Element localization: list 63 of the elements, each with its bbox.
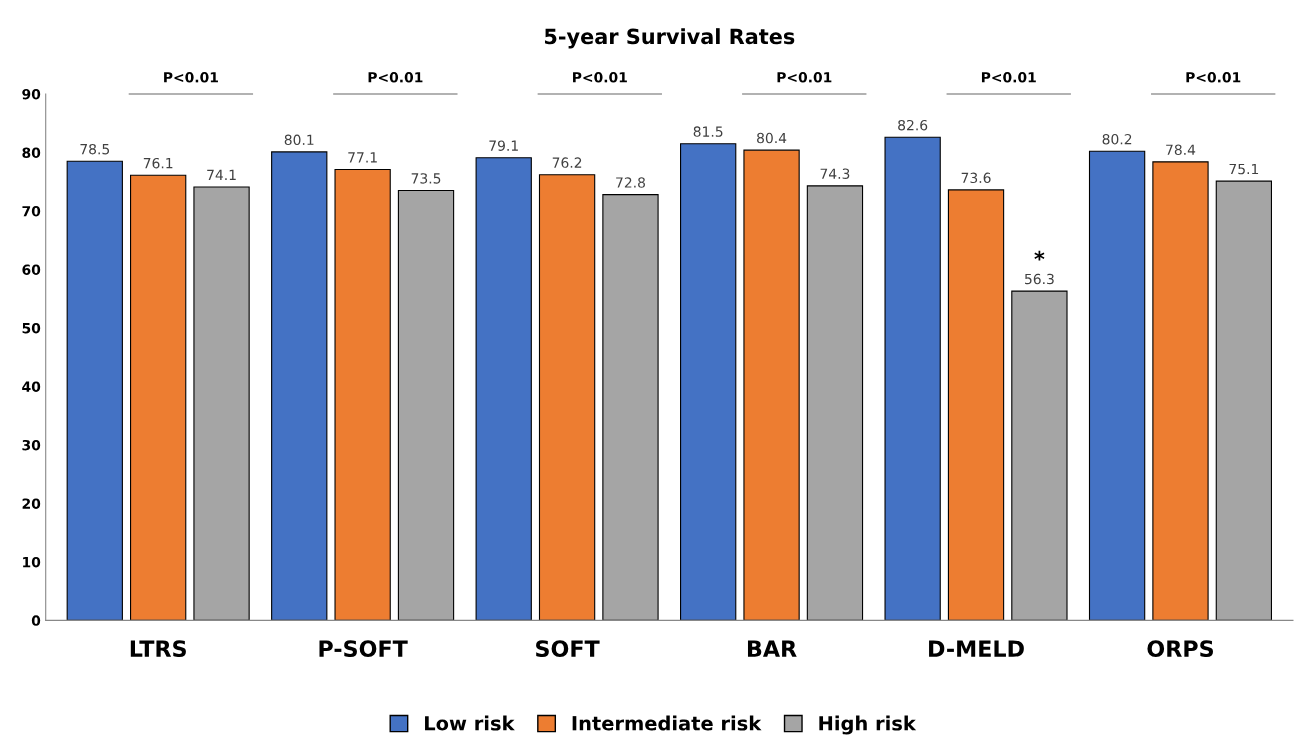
bar — [947, 189, 1005, 621]
data-label: 76.2 — [552, 157, 582, 168]
data-label: 82.6 — [898, 119, 928, 131]
text: P<0.01 — [368, 72, 423, 83]
data-label: 78.4 — [1166, 144, 1196, 155]
bar — [884, 136, 941, 621]
text: P<0.01 — [1186, 72, 1241, 83]
bar — [397, 189, 455, 621]
bar — [334, 168, 391, 621]
x-tick-label: P-SOFT — [319, 640, 408, 658]
data-label: 56.3 — [1025, 273, 1054, 285]
x-tick-label: BAR — [747, 640, 797, 657]
data-label: 77.1 — [348, 152, 377, 163]
data-label: 74.1 — [207, 169, 236, 180]
y-tick-label: 20 — [22, 498, 41, 509]
bar — [271, 151, 328, 621]
bar — [130, 174, 187, 621]
data-label: 73.6 — [961, 172, 991, 184]
data-label: 73.5 — [411, 173, 441, 184]
data-label: 75.1 — [1229, 163, 1259, 175]
bar — [680, 143, 737, 621]
y-tick-label: 90 — [22, 88, 41, 100]
bar — [743, 149, 800, 621]
x-tick-label: D-MELD — [929, 640, 1024, 657]
x-tick-label: ORPS — [1147, 640, 1214, 658]
y-tick-label: 10 — [23, 556, 41, 568]
data-label: 81.5 — [693, 126, 723, 137]
data-label: 74.3 — [820, 168, 850, 179]
bar — [1215, 180, 1273, 621]
y-tick-label: 80 — [22, 147, 41, 158]
text: P<0.01 — [777, 72, 832, 83]
data-label: 79.1 — [489, 140, 518, 151]
data-label: 72.8 — [616, 177, 645, 188]
legend-label: Intermediate risk — [572, 715, 762, 731]
bar — [1152, 161, 1209, 621]
text: P<0.01 — [573, 72, 627, 83]
bar — [806, 185, 864, 621]
y-tick-label: 30 — [22, 439, 41, 451]
chart-title: 5-year Survival Rates — [544, 28, 795, 49]
data-label: 80.2 — [1102, 133, 1132, 145]
bar — [475, 157, 532, 621]
y-tick-label: 60 — [22, 264, 41, 275]
annotation: * — [1034, 250, 1045, 261]
bar — [1088, 150, 1146, 621]
y-tick-label: 0 — [31, 615, 41, 626]
legend-label: Low risk — [425, 715, 515, 731]
y-tick-label: 40 — [22, 381, 41, 392]
x-tick-label: SOFT — [536, 640, 600, 658]
data-label: 80.1 — [284, 134, 314, 146]
y-tick-label: 50 — [22, 322, 41, 334]
bar — [1011, 290, 1068, 621]
bar — [538, 174, 596, 621]
x-tick-label: LTRS — [130, 640, 186, 658]
data-label: 76.1 — [143, 157, 173, 169]
legend-label: High risk — [819, 715, 917, 735]
data-label: 78.5 — [80, 143, 110, 155]
y-tick-label: 70 — [22, 205, 41, 217]
bar — [602, 194, 659, 621]
text: P<0.01 — [164, 72, 218, 83]
data-label: 80.4 — [757, 132, 787, 144]
bar — [66, 160, 123, 621]
bar — [193, 186, 250, 621]
text: P<0.01 — [981, 72, 1036, 83]
